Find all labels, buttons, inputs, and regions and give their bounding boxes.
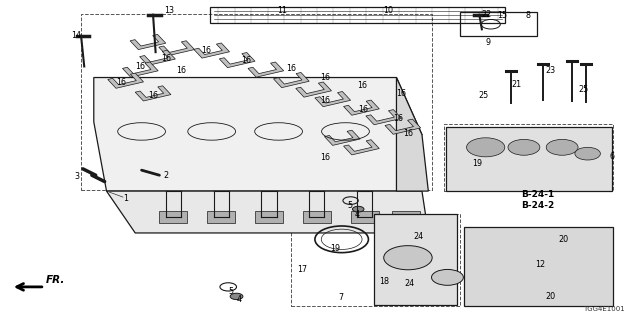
- Bar: [255, 211, 283, 223]
- Bar: [81, 14, 431, 190]
- Text: 16: 16: [241, 56, 251, 65]
- Circle shape: [384, 246, 432, 270]
- Polygon shape: [220, 52, 255, 68]
- Text: 16: 16: [148, 92, 158, 100]
- Bar: [351, 211, 379, 223]
- Polygon shape: [446, 127, 612, 191]
- Polygon shape: [140, 50, 175, 66]
- Polygon shape: [385, 119, 420, 134]
- Text: 9: 9: [486, 38, 491, 47]
- Circle shape: [431, 269, 463, 285]
- Polygon shape: [106, 191, 428, 233]
- Polygon shape: [366, 109, 401, 125]
- Text: 13: 13: [164, 6, 175, 15]
- Text: TGG4E1001: TGG4E1001: [583, 306, 625, 312]
- Bar: [207, 211, 236, 223]
- Text: 16: 16: [394, 114, 403, 123]
- Bar: [291, 214, 460, 306]
- Text: B-24-2: B-24-2: [521, 202, 554, 211]
- Text: 24: 24: [404, 279, 415, 288]
- Polygon shape: [344, 100, 380, 115]
- Text: 23: 23: [546, 66, 556, 75]
- Polygon shape: [296, 82, 332, 97]
- Text: 16: 16: [320, 96, 330, 105]
- Text: 16: 16: [161, 54, 171, 63]
- Circle shape: [546, 140, 578, 155]
- Circle shape: [508, 140, 540, 155]
- Polygon shape: [108, 73, 143, 88]
- Text: 16: 16: [202, 46, 211, 55]
- Polygon shape: [159, 41, 195, 56]
- Circle shape: [230, 293, 243, 300]
- Text: 16: 16: [177, 66, 187, 75]
- Text: 5: 5: [348, 202, 353, 211]
- Text: 16: 16: [320, 153, 330, 162]
- Text: 4: 4: [355, 210, 360, 219]
- Text: 16: 16: [357, 81, 367, 90]
- Text: 21: 21: [511, 80, 522, 89]
- Text: 7: 7: [339, 292, 344, 301]
- Text: 16: 16: [286, 64, 296, 73]
- Text: 16: 16: [403, 130, 413, 139]
- Bar: [444, 124, 613, 191]
- Text: 25: 25: [478, 92, 488, 100]
- Text: 17: 17: [297, 265, 307, 274]
- Text: 24: 24: [413, 232, 424, 241]
- Circle shape: [575, 147, 600, 160]
- Text: FR.: FR.: [46, 275, 65, 285]
- Text: 20: 20: [546, 292, 556, 301]
- Text: 4: 4: [237, 295, 241, 304]
- Polygon shape: [194, 43, 230, 58]
- Text: 12: 12: [536, 260, 545, 268]
- Polygon shape: [248, 62, 284, 77]
- Text: 16: 16: [396, 89, 406, 98]
- Text: 6: 6: [610, 152, 615, 161]
- Text: 2: 2: [163, 171, 168, 180]
- Polygon shape: [94, 77, 422, 191]
- Text: 14: 14: [72, 31, 81, 40]
- Text: 19: 19: [330, 244, 340, 253]
- Text: 18: 18: [380, 277, 389, 286]
- Text: 16: 16: [358, 105, 368, 114]
- Polygon shape: [130, 35, 166, 50]
- Text: 16: 16: [320, 73, 330, 82]
- Text: 3: 3: [74, 172, 79, 181]
- Bar: [392, 211, 420, 223]
- Text: 16: 16: [135, 62, 145, 71]
- Text: 20: 20: [558, 235, 568, 244]
- Text: B-24-1: B-24-1: [521, 190, 554, 199]
- Text: 22: 22: [481, 10, 492, 19]
- Polygon shape: [344, 140, 380, 155]
- Text: 5: 5: [228, 286, 234, 295]
- Circle shape: [467, 138, 505, 157]
- Text: 19: 19: [472, 159, 483, 168]
- Polygon shape: [135, 86, 171, 101]
- Polygon shape: [122, 62, 158, 77]
- Text: 11: 11: [277, 6, 287, 15]
- Text: 10: 10: [383, 6, 393, 15]
- Text: 1: 1: [123, 194, 128, 203]
- Bar: [303, 211, 331, 223]
- Circle shape: [353, 206, 364, 212]
- Polygon shape: [396, 77, 428, 191]
- Polygon shape: [315, 92, 351, 107]
- Text: 25: 25: [578, 85, 588, 94]
- Text: 16: 16: [116, 78, 126, 87]
- Bar: [159, 211, 188, 223]
- Text: 15: 15: [497, 11, 508, 20]
- Polygon shape: [324, 130, 360, 145]
- Polygon shape: [374, 214, 457, 305]
- Polygon shape: [464, 227, 613, 306]
- Polygon shape: [273, 72, 309, 88]
- Text: 8: 8: [525, 11, 530, 20]
